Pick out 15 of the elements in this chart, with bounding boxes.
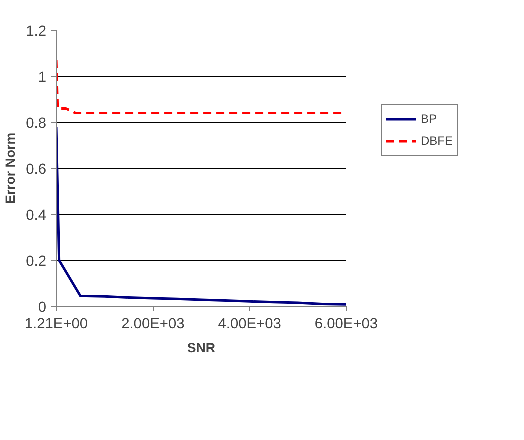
y-axis-title: Error Norm [3,132,18,204]
y-tick-label: 0.8 [26,116,46,132]
y-tick-label: 0.2 [26,254,46,270]
x-tick-label: 6.00E+03 [314,316,378,332]
x-axis-title: SNR [187,340,216,356]
y-tick-label: 1.2 [26,24,46,40]
x-tick-label: 4.00E+03 [218,316,282,332]
legend-label: BP [421,112,438,126]
y-tick-label: 0.4 [26,208,46,224]
y-tick-label: 1 [38,70,47,86]
y-tick-label: 0 [38,300,47,316]
y-tick-label: 0.6 [26,162,46,178]
legend-label: DBFE [421,134,454,148]
x-tick-label: 2.00E+03 [122,316,185,332]
x-tick-label: 1.21E+00 [24,316,88,332]
